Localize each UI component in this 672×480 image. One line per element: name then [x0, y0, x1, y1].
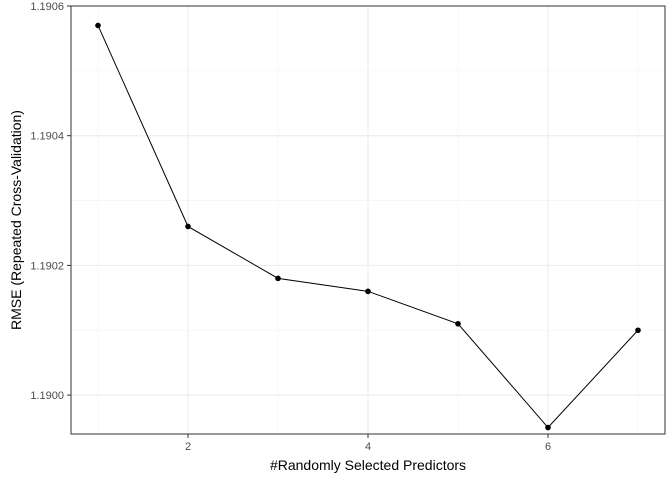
- axis-ticks: 2 4 6 1.1900 1.1902 1.1904 1.1906: [30, 1, 551, 453]
- x-axis-title: #Randomly Selected Predictors: [270, 457, 466, 473]
- data-point: [185, 223, 191, 230]
- grid-lines: [71, 5, 665, 434]
- x-tick-label: 4: [365, 441, 371, 453]
- data-point: [635, 327, 641, 334]
- y-tick-label: 1.1900: [30, 390, 64, 402]
- data-point: [95, 22, 101, 29]
- data-point: [455, 320, 461, 327]
- data-point: [275, 275, 281, 282]
- x-tick-label: 2: [185, 441, 191, 453]
- y-tick-label: 1.1902: [30, 260, 64, 272]
- data-point: [365, 288, 371, 295]
- y-tick-label: 1.1906: [30, 1, 64, 13]
- y-axis-title: RMSE (Repeated Cross-Validation): [8, 110, 24, 330]
- y-tick-label: 1.1904: [30, 131, 64, 143]
- data-point: [545, 424, 551, 431]
- x-tick-label: 6: [545, 441, 551, 453]
- data-series: [95, 22, 641, 431]
